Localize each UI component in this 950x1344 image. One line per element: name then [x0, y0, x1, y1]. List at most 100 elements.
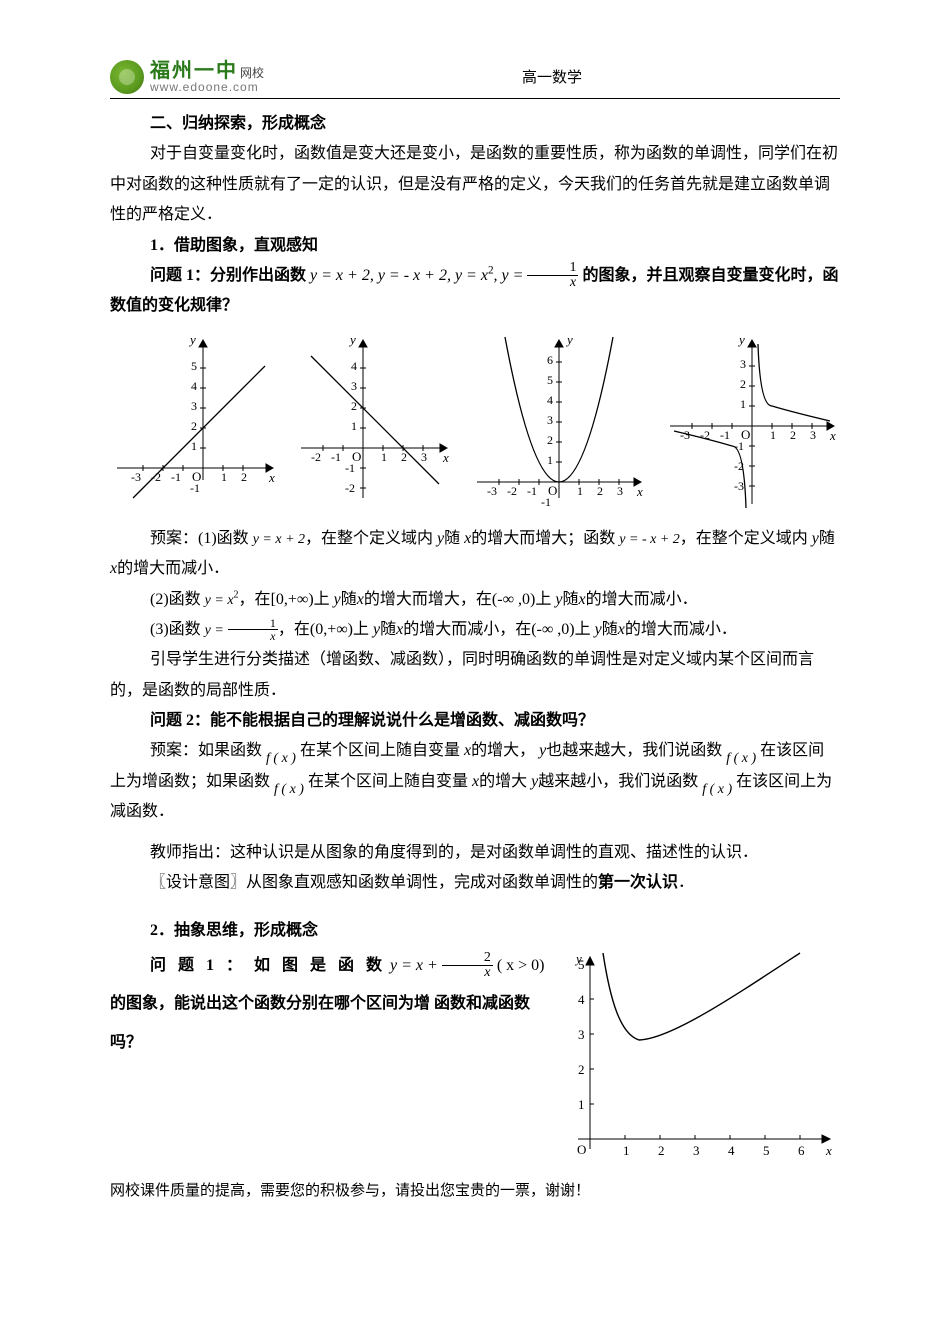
svg-text:3: 3: [693, 1143, 700, 1158]
yuan2-c: 上: [314, 591, 330, 608]
q1-line: 问题 1：分别作出函数 y = x + 2, y = - x + 2, y = …: [110, 261, 840, 322]
sub2-title: 2．抽象思维，形成概念: [110, 916, 840, 946]
y2: y: [334, 591, 341, 608]
svg-text:4: 4: [728, 1143, 735, 1158]
svg-text:-1: -1: [720, 428, 730, 442]
svg-text:y: y: [565, 332, 573, 347]
svg-text:x: x: [268, 470, 275, 485]
yuan2-e: 的增大而减小．: [586, 591, 698, 608]
svg-text:3: 3: [740, 357, 746, 371]
sub2q1den: x: [442, 966, 493, 980]
q1-f4a: y =: [502, 267, 524, 284]
q1-f3a: y = x: [455, 267, 488, 284]
sub1-title: 1．借助图象，直观感知: [110, 231, 840, 261]
svg-text:3: 3: [191, 399, 197, 413]
logo: 福州一中网校 www.edoone.com: [110, 60, 264, 94]
svg-text:4: 4: [191, 379, 197, 393]
sub2q1num: 2: [442, 951, 493, 966]
sub2q1cond: ( x > 0): [497, 957, 545, 974]
svg-text:-1: -1: [527, 484, 537, 498]
yuan2-c3: 上: [535, 591, 551, 608]
yuan2-c4: 随: [562, 591, 578, 608]
x2b: x: [578, 591, 585, 608]
yuan3-c1: 随: [380, 621, 396, 638]
fx2: f ( x ): [726, 751, 756, 766]
svg-text:3: 3: [351, 379, 357, 393]
svg-text:1: 1: [623, 1143, 630, 1158]
design-end: ．: [678, 874, 694, 891]
svg-text:3: 3: [421, 450, 427, 464]
fx3: f ( x ): [274, 782, 304, 797]
q2a: 预案：如果函数: [150, 742, 262, 759]
guide: 引导学生进行分类描述（增函数、减函数），同时明确函数的单调性是对定义域内某个区间…: [110, 645, 840, 706]
content: 二、归纳探索，形成概念 对于自变量变化时，函数值是变大还是变小，是函数的重要性质…: [110, 109, 840, 1205]
svg-text:x: x: [636, 484, 643, 499]
svg-text:4: 4: [351, 359, 357, 373]
x3b: x: [618, 621, 625, 638]
svg-text:x: x: [829, 428, 836, 443]
sub2q1func: y = x +: [390, 957, 438, 974]
chart-linear-up: x y O -3-2-1 12 12345 -1: [110, 330, 280, 510]
svg-text:2: 2: [658, 1143, 665, 1158]
svg-text:-1: -1: [171, 470, 181, 484]
svg-text:3: 3: [810, 428, 816, 442]
svg-text:1: 1: [351, 419, 357, 433]
logo-wx: 网校: [240, 66, 264, 80]
yuan3-c: 的增大而减小，在: [403, 621, 531, 638]
yuan3: (3)函数 y = 1x，在(0,+∞)上 y随x的增大而减小，在(-∞ ,0)…: [110, 615, 840, 645]
svg-text:O: O: [577, 1142, 586, 1157]
section2-intro: 对于自变量变化时，函数值是变大还是变小，是函数的重要性质，称为函数的单调性，同学…: [110, 139, 840, 230]
svg-text:2: 2: [790, 428, 796, 442]
chart-hyperbola: x y O -3-2-1 123 123 -1-2-3: [660, 330, 840, 510]
charts-row: x y O -3-2-1 12 12345 -1: [110, 330, 840, 510]
yuan2-int2: (-∞ ,0): [492, 591, 535, 608]
section2-title: 二、归纳探索，形成概念: [110, 109, 840, 139]
q2c: 的增大，: [471, 742, 535, 759]
y1b: y: [812, 530, 819, 547]
yuan2-b: ，在: [239, 591, 271, 608]
svg-text:-3: -3: [734, 479, 744, 493]
sub2-q1-block: x y O 123456 12345 问 题 1 ： 如 图 是 函 数: [110, 947, 840, 1177]
yuan3-c2: 上: [575, 621, 591, 638]
svg-text:x: x: [442, 450, 449, 465]
svg-text:3: 3: [617, 484, 623, 498]
svg-text:x: x: [825, 1143, 832, 1158]
yuan1-e: ，在整个定义域内: [680, 530, 808, 547]
yuan2-int1: [0,+∞): [271, 591, 314, 608]
fx4: f ( x ): [702, 782, 732, 797]
y3: y: [373, 621, 380, 638]
svg-text:-1: -1: [190, 481, 200, 495]
svg-text:2: 2: [740, 377, 746, 391]
q1-f1: y = x + 2,: [310, 267, 374, 284]
fx1: f ( x ): [266, 751, 296, 766]
logo-url: www.edoone.com: [150, 81, 264, 93]
yuan1-g: y = - x + 2: [619, 532, 679, 547]
design-a: 〖设计意图〗从图象直观感知函数单调性，完成对函数单调性的: [150, 874, 598, 891]
yuan2-a: (2)函数: [150, 591, 201, 608]
yuan3-num: 1: [228, 617, 278, 630]
svg-text:-1: -1: [331, 450, 341, 464]
svg-text:y: y: [737, 332, 745, 347]
header-subject: 高一数学: [264, 64, 840, 95]
x4: x: [464, 742, 471, 759]
x5: x: [472, 773, 479, 790]
footer-note: 网校课件质量的提高，需要您的积极参与，请投出您宝贵的一票，谢谢！: [110, 1177, 840, 1206]
svg-text:1: 1: [578, 1097, 585, 1112]
svg-text:1: 1: [221, 470, 227, 484]
chart-linear-down: x y O -2-1 123 1234 -1-2: [293, 330, 453, 510]
svg-text:5: 5: [191, 359, 197, 373]
yuan1-c2: 随: [819, 530, 835, 547]
q1-f4den: x: [527, 276, 578, 290]
chart-x-plus-2overx: x y O 123456 12345: [560, 947, 840, 1177]
q2: 问题 2：能不能根据自己的理解说说什么是增函数、减函数吗？: [110, 706, 840, 736]
yuan1-d: 的增大而增大；函数: [471, 530, 615, 547]
yuan1-c: 随: [444, 530, 460, 547]
svg-text:-3: -3: [131, 470, 141, 484]
svg-text:4: 4: [547, 393, 553, 407]
svg-text:4: 4: [578, 992, 585, 1007]
svg-text:-2: -2: [345, 481, 355, 495]
yuan3-den: x: [228, 630, 278, 642]
svg-text:-1: -1: [345, 461, 355, 475]
svg-text:-2: -2: [311, 450, 321, 464]
svg-text:y: y: [188, 332, 196, 347]
